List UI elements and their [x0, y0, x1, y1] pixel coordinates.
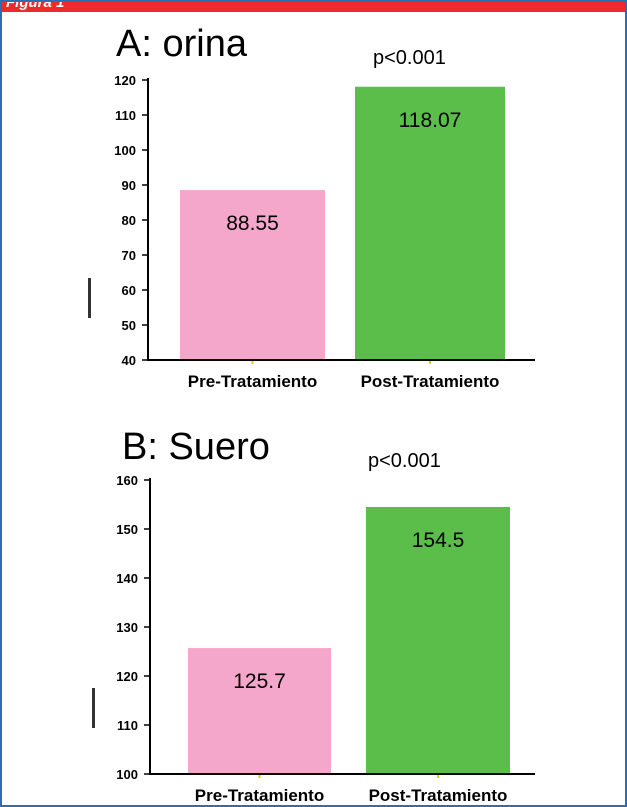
y-tick-label: 110: [117, 718, 138, 733]
figure-header-band: Figura 1: [2, 2, 625, 12]
y-tick-label: 160: [116, 473, 138, 488]
chart-title: B: Suero: [122, 426, 270, 468]
y-tick-label: 90: [122, 178, 136, 193]
category-tick-marker: [251, 361, 254, 364]
figure-header-label: Figura 1: [6, 2, 65, 11]
bar-value-label: 118.07: [399, 109, 462, 132]
bar-0: [180, 190, 325, 360]
p-value-annotation: p<0.001: [368, 450, 441, 472]
category-tick-marker: [437, 775, 439, 778]
y-axis-label-mark-b: [92, 688, 95, 728]
y-tick-label: 50: [122, 318, 136, 333]
chart-0: A: orina p<0.001 88.55 Pre-Tratamiento 118.0…: [114, 23, 535, 391]
p-value-annotation: p<0.001: [373, 47, 446, 69]
y-axis-label-mark-a: [88, 278, 91, 318]
bar-value-label: 88.55: [226, 212, 279, 235]
y-tick-label: 100: [114, 143, 136, 158]
y-tick-label: 100: [116, 767, 138, 782]
y-tick-label: 110: [115, 108, 136, 123]
y-tick-label: 130: [116, 620, 138, 635]
bar-0: [188, 648, 331, 774]
bar-value-label: 154.5: [412, 529, 465, 552]
category-label: Pre-Tratamiento: [188, 372, 317, 391]
y-tick-label: 120: [116, 669, 138, 684]
category-label: Pre-Tratamiento: [195, 786, 324, 805]
bar-1: [366, 506, 510, 774]
y-tick-label: 60: [122, 283, 136, 298]
category-tick-marker: [429, 361, 431, 364]
chart-title: A: orina: [116, 23, 248, 65]
y-tick-label: 150: [116, 522, 138, 537]
y-tick-label: 70: [122, 248, 136, 263]
category-label: Post-Tratamiento: [361, 372, 500, 391]
chart-1: B: Suero p<0.001 125.7 Pre-Tratamiento 154.5…: [116, 426, 535, 805]
bar-value-label: 125.7: [233, 670, 286, 693]
y-tick-label: 80: [122, 213, 136, 228]
category-tick-marker: [258, 775, 261, 778]
y-tick-label: 140: [116, 571, 138, 586]
bar-1: [355, 86, 505, 360]
y-tick-label: 40: [122, 353, 136, 368]
y-tick-label: 120: [114, 73, 136, 88]
category-label: Post-Tratamiento: [369, 786, 508, 805]
